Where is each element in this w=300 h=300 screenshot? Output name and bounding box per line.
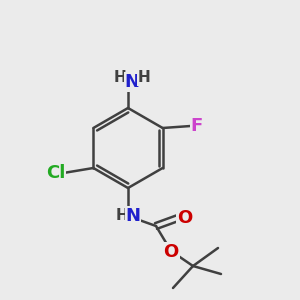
Text: Cl: Cl — [46, 164, 65, 182]
Text: O: O — [177, 209, 193, 227]
Text: H: H — [138, 70, 150, 86]
Text: N: N — [125, 207, 140, 225]
Text: F: F — [190, 117, 203, 135]
Text: N: N — [124, 73, 140, 91]
Text: H: H — [114, 70, 126, 86]
Text: O: O — [164, 243, 178, 261]
Text: H: H — [116, 208, 128, 224]
